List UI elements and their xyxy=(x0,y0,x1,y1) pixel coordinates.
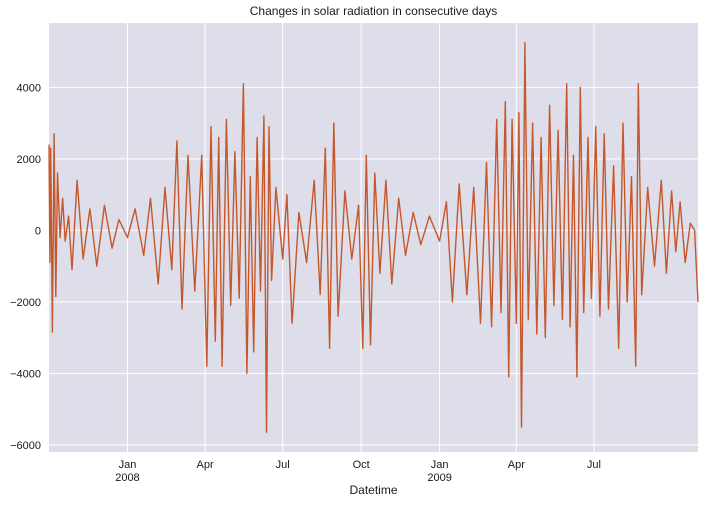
y-tick-label: 0 xyxy=(35,225,41,237)
chart-title: Changes in solar radiation in consecutiv… xyxy=(250,4,497,18)
y-tick-label: −4000 xyxy=(10,368,41,380)
y-tick-label: −2000 xyxy=(10,297,41,309)
x-tick-label: Jan xyxy=(119,459,137,471)
x-tick-label: Jan xyxy=(431,459,449,471)
y-tick-label: −6000 xyxy=(10,440,41,452)
x-tick-label: Apr xyxy=(197,459,214,471)
y-tick-label: 2000 xyxy=(17,154,41,166)
y-tick-labels: −6000 −4000 −2000 0 2000 4000 xyxy=(10,82,41,452)
series-layer xyxy=(48,42,699,433)
x-tick-year-label: 2008 xyxy=(115,472,139,484)
x-tick-label: Jul xyxy=(276,459,290,471)
x-axis-label: Datetime xyxy=(349,483,397,497)
x-tick-year-label: 2009 xyxy=(427,472,451,484)
x-tick-label: Jul xyxy=(587,459,601,471)
x-tick-label: Oct xyxy=(353,459,370,471)
series-line-0 xyxy=(48,42,699,433)
x-tick-label: Apr xyxy=(508,459,525,471)
y-tick-label: 4000 xyxy=(17,82,41,94)
